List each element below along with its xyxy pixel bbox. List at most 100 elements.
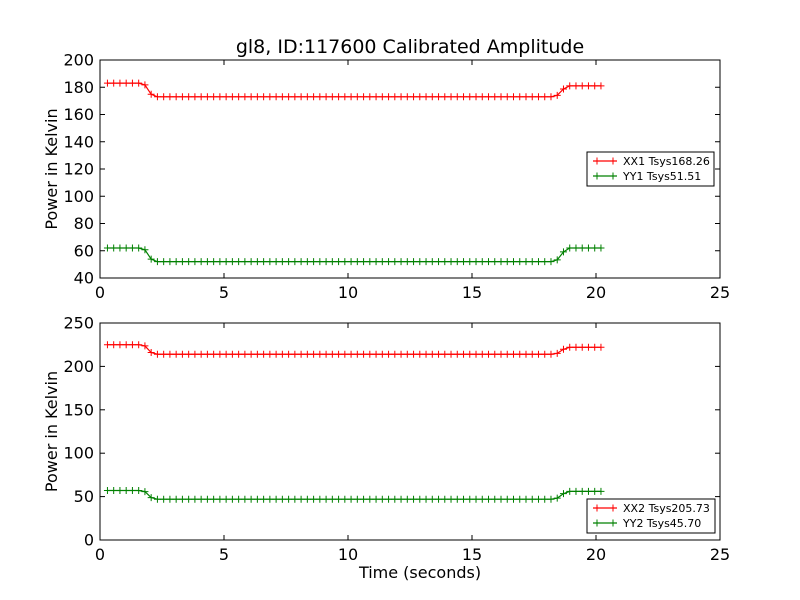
bottom-series-2-point	[266, 495, 274, 503]
bottom-legend-label-1: XX2 Tsys205.73	[623, 502, 710, 515]
top-series-1-point	[578, 82, 586, 90]
bottom-series-1-point	[566, 343, 574, 351]
top-series-1-point	[285, 93, 293, 101]
top-series-1-point	[122, 79, 130, 87]
bottom-series-1-point	[297, 350, 305, 358]
top-series-1-point	[559, 85, 567, 93]
bottom-series-1-point	[310, 350, 318, 358]
bottom-series-1-point	[460, 350, 468, 358]
top-series-2-point	[228, 258, 236, 266]
bottom-series-1-point	[584, 343, 592, 351]
bottom-series-1-point	[197, 350, 205, 358]
bottom-series-1-point	[122, 341, 130, 349]
bottom-series-2-point	[135, 487, 143, 495]
bottom-x-tick-label: 5	[219, 545, 229, 564]
bottom-series-2-point	[153, 495, 161, 503]
bottom-series-1-point	[372, 350, 380, 358]
bottom-series-2-point	[366, 495, 374, 503]
top-series-2-point	[391, 258, 399, 266]
bottom-series-1-point	[472, 350, 480, 358]
bottom-x-tick-label: 15	[462, 545, 482, 564]
top-x-tick-label: 10	[338, 283, 358, 302]
bottom-series-1-point	[497, 350, 505, 358]
top-series-1-point	[472, 93, 480, 101]
bottom-y-tick-label: 200	[63, 357, 94, 376]
top-series-2-point	[166, 258, 174, 266]
bottom-series-2-point	[260, 495, 268, 503]
bottom-series-2-point	[285, 495, 293, 503]
bottom-y-tick-label: 100	[63, 444, 94, 463]
bottom-series-1-point	[172, 350, 180, 358]
bottom-x-axis-label: Time (seconds)	[358, 563, 481, 582]
top-series-1-point	[428, 93, 436, 101]
top-series-2-point	[441, 258, 449, 266]
bottom-series-2-point	[378, 495, 386, 503]
top-series-2-point	[216, 258, 224, 266]
bottom-series-2-point	[466, 495, 474, 503]
top-series-1-point	[328, 93, 336, 101]
top-series-1-point	[378, 93, 386, 101]
top-series-2-point	[347, 258, 355, 266]
top-series-1-point	[235, 93, 243, 101]
bottom-series-1-point	[510, 350, 518, 358]
bottom-series-1-point	[591, 343, 599, 351]
top-y-axis-label: Power in Kelvin	[42, 108, 61, 229]
top-series-2-point	[197, 258, 205, 266]
top-series-2-point	[335, 258, 343, 266]
bottom-y-tick-label: 150	[63, 400, 94, 419]
bottom-series-1-point	[378, 350, 386, 358]
bottom-series-1-point	[322, 350, 330, 358]
bottom-series-2-point	[428, 495, 436, 503]
top-series-1-point	[341, 93, 349, 101]
bottom-series-1-point	[303, 350, 311, 358]
top-series-2-point	[160, 258, 168, 266]
bottom-series-2-point	[516, 495, 524, 503]
bottom-x-tick-label: 10	[338, 545, 358, 564]
top-series-1-point	[216, 93, 224, 101]
top-series-2-point	[478, 258, 486, 266]
top-series-1	[103, 79, 605, 101]
top-y-tick-label: 160	[63, 105, 94, 124]
bottom-series-1-point	[403, 350, 411, 358]
bottom-series-1-point	[528, 350, 536, 358]
top-series-1-point	[297, 93, 305, 101]
bottom-legend-marker-2	[609, 519, 617, 527]
top-series-1-point	[272, 93, 280, 101]
top-series-2-point	[553, 256, 561, 264]
top-series-1-point	[253, 93, 261, 101]
top-series-1-point	[116, 79, 124, 87]
bottom-series-1-point	[428, 350, 436, 358]
top-series-1-point	[160, 93, 168, 101]
top-series-2-point	[491, 258, 499, 266]
top-series-1-point	[572, 82, 580, 90]
top-series-2-point	[584, 244, 592, 252]
bottom-series-2-point	[447, 495, 455, 503]
top-series-2-point	[578, 244, 586, 252]
bottom-series-2-point	[203, 495, 211, 503]
top-series-2-point	[378, 258, 386, 266]
top-series-2-point	[172, 258, 180, 266]
top-series-1-point	[478, 93, 486, 101]
top-series-2-point	[541, 258, 549, 266]
bottom-series-2-point	[541, 495, 549, 503]
top-series-2-point	[528, 258, 536, 266]
bottom-series-1-point	[328, 350, 336, 358]
top-series-2-point	[435, 258, 443, 266]
bottom-series-1-point	[447, 350, 455, 358]
bottom-legend-label-2: YY2 Tsys45.70	[622, 517, 701, 530]
top-y-tick-label: 120	[63, 160, 94, 179]
top-series-1-point	[266, 93, 274, 101]
bottom-series-2-point	[485, 495, 493, 503]
top-series-2-point	[522, 258, 530, 266]
bottom-series-2-point	[441, 495, 449, 503]
bottom-series-2-point	[147, 494, 155, 502]
top-series-2-point	[178, 258, 186, 266]
top-series-1-point	[316, 93, 324, 101]
top-series-1-point	[335, 93, 343, 101]
chart-title: gl8, ID:117600 Calibrated Amplitude	[236, 36, 584, 58]
bottom-x-tick-label: 0	[95, 545, 105, 564]
top-series-1-point	[322, 93, 330, 101]
top-series-2-point	[416, 258, 424, 266]
bottom-series-1-point	[534, 350, 542, 358]
